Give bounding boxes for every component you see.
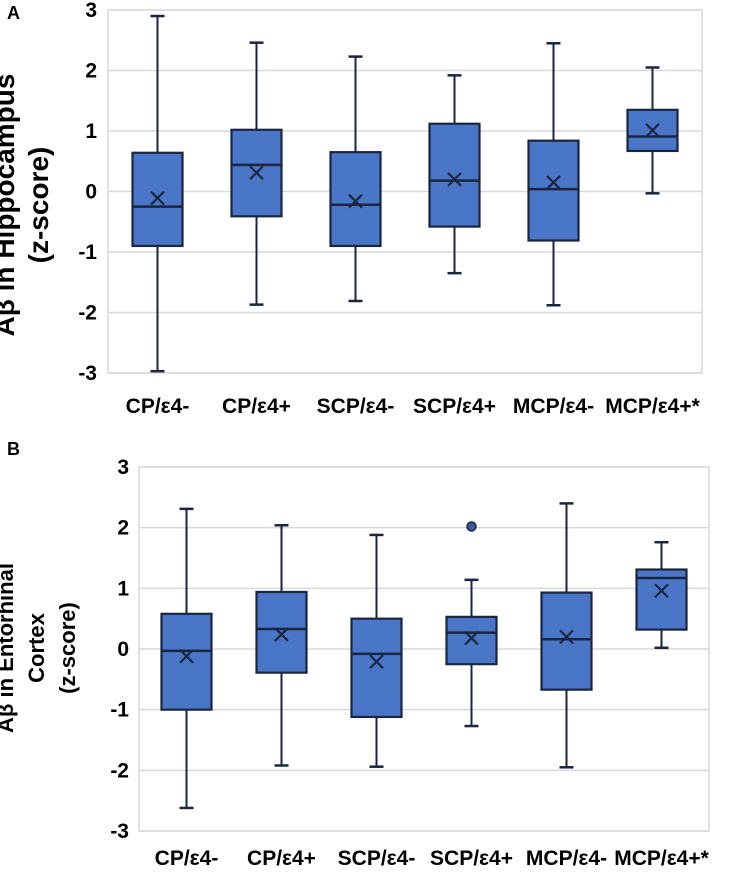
mean-marker — [654, 583, 669, 599]
y-tick-label: 0 — [85, 181, 97, 204]
outlier-point — [466, 521, 477, 532]
y-axis-title-line: Aβ in Entorhinal — [0, 563, 18, 733]
panel-b-label: B — [7, 439, 20, 459]
mean-marker — [179, 649, 194, 664]
mean-marker — [447, 172, 462, 187]
panel-a-chart: 3 2 1 0 -1 -2 -3 Aβ in Hippocampus (z-score) CP/ε… — [0, 0, 703, 418]
y-axis-title-line: (z-score) — [23, 147, 54, 264]
category-label: SCP/ε4+ — [430, 847, 513, 870]
y-tick-label: 2 — [117, 517, 129, 540]
category-label: CP/ε4- — [155, 847, 219, 870]
box-group — [230, 41, 283, 306]
box-rect — [445, 615, 498, 666]
mean-marker — [150, 190, 165, 206]
plot-border — [107, 9, 703, 374]
box-rect — [540, 591, 593, 691]
box-rect — [635, 568, 688, 631]
category-label: SCP/ε4- — [317, 395, 395, 418]
mean-marker — [645, 123, 660, 138]
category-label: MCP/ε4+* — [605, 395, 700, 418]
mean-marker — [559, 629, 574, 645]
mean-marker — [464, 630, 479, 646]
box-group — [540, 502, 593, 769]
box-group — [635, 540, 688, 650]
mean-marker — [274, 627, 289, 642]
y-tick-label: 0 — [117, 638, 129, 661]
panel-a-label: A — [7, 3, 20, 23]
y-tick-label: 1 — [117, 577, 129, 600]
category-label: MCP/ε4- — [513, 395, 594, 418]
box-rect — [255, 590, 308, 674]
y-axis-title-line: (z-score) — [55, 602, 80, 694]
mean-marker — [369, 654, 384, 670]
panel-b-chart: 3 2 1 0 -1 -2 -3 Aβ in Entorhinal Cortex (z-score… — [0, 456, 710, 870]
mean-marker — [348, 193, 363, 209]
y-tick-label: -2 — [110, 759, 129, 782]
box-rect — [160, 612, 213, 711]
box-group — [445, 521, 498, 728]
box-group — [626, 66, 679, 195]
box-rect — [428, 122, 481, 228]
y-tick-label: 3 — [85, 0, 97, 22]
box-rect — [350, 617, 403, 719]
box-group — [131, 14, 184, 373]
category-label: SCP/ε4- — [338, 847, 416, 870]
y-tick-label: 1 — [85, 120, 97, 143]
y-tick-label: 3 — [117, 456, 129, 479]
category-label: MCP/ε4+* — [614, 847, 709, 870]
y-tick-label: -3 — [110, 820, 129, 843]
y-tick-label: -1 — [110, 699, 129, 722]
category-label: CP/ε4+ — [247, 847, 316, 870]
plot-border — [138, 466, 710, 832]
category-label: SCP/ε4+ — [413, 395, 496, 418]
y-axis-title-line: Aβ in Hippocampus — [0, 74, 20, 337]
box-rect — [527, 139, 580, 242]
y-tick-label: 2 — [85, 60, 97, 83]
mean-marker — [546, 175, 561, 190]
box-group — [350, 533, 403, 768]
box-group — [255, 523, 308, 767]
box-rect — [329, 151, 382, 248]
y-tick-label: -2 — [78, 302, 97, 325]
y-tick-label: -1 — [78, 241, 97, 264]
y-tick-label: -3 — [78, 362, 97, 385]
category-label: CP/ε4- — [126, 395, 190, 418]
box-group — [160, 507, 213, 810]
category-label: CP/ε4+ — [222, 395, 291, 418]
box-group — [329, 55, 382, 303]
category-label: MCP/ε4- — [526, 847, 607, 870]
mean-marker — [249, 165, 264, 181]
box-group — [428, 74, 481, 275]
y-axis-title-line: Cortex — [24, 612, 49, 682]
box-group — [527, 42, 580, 307]
